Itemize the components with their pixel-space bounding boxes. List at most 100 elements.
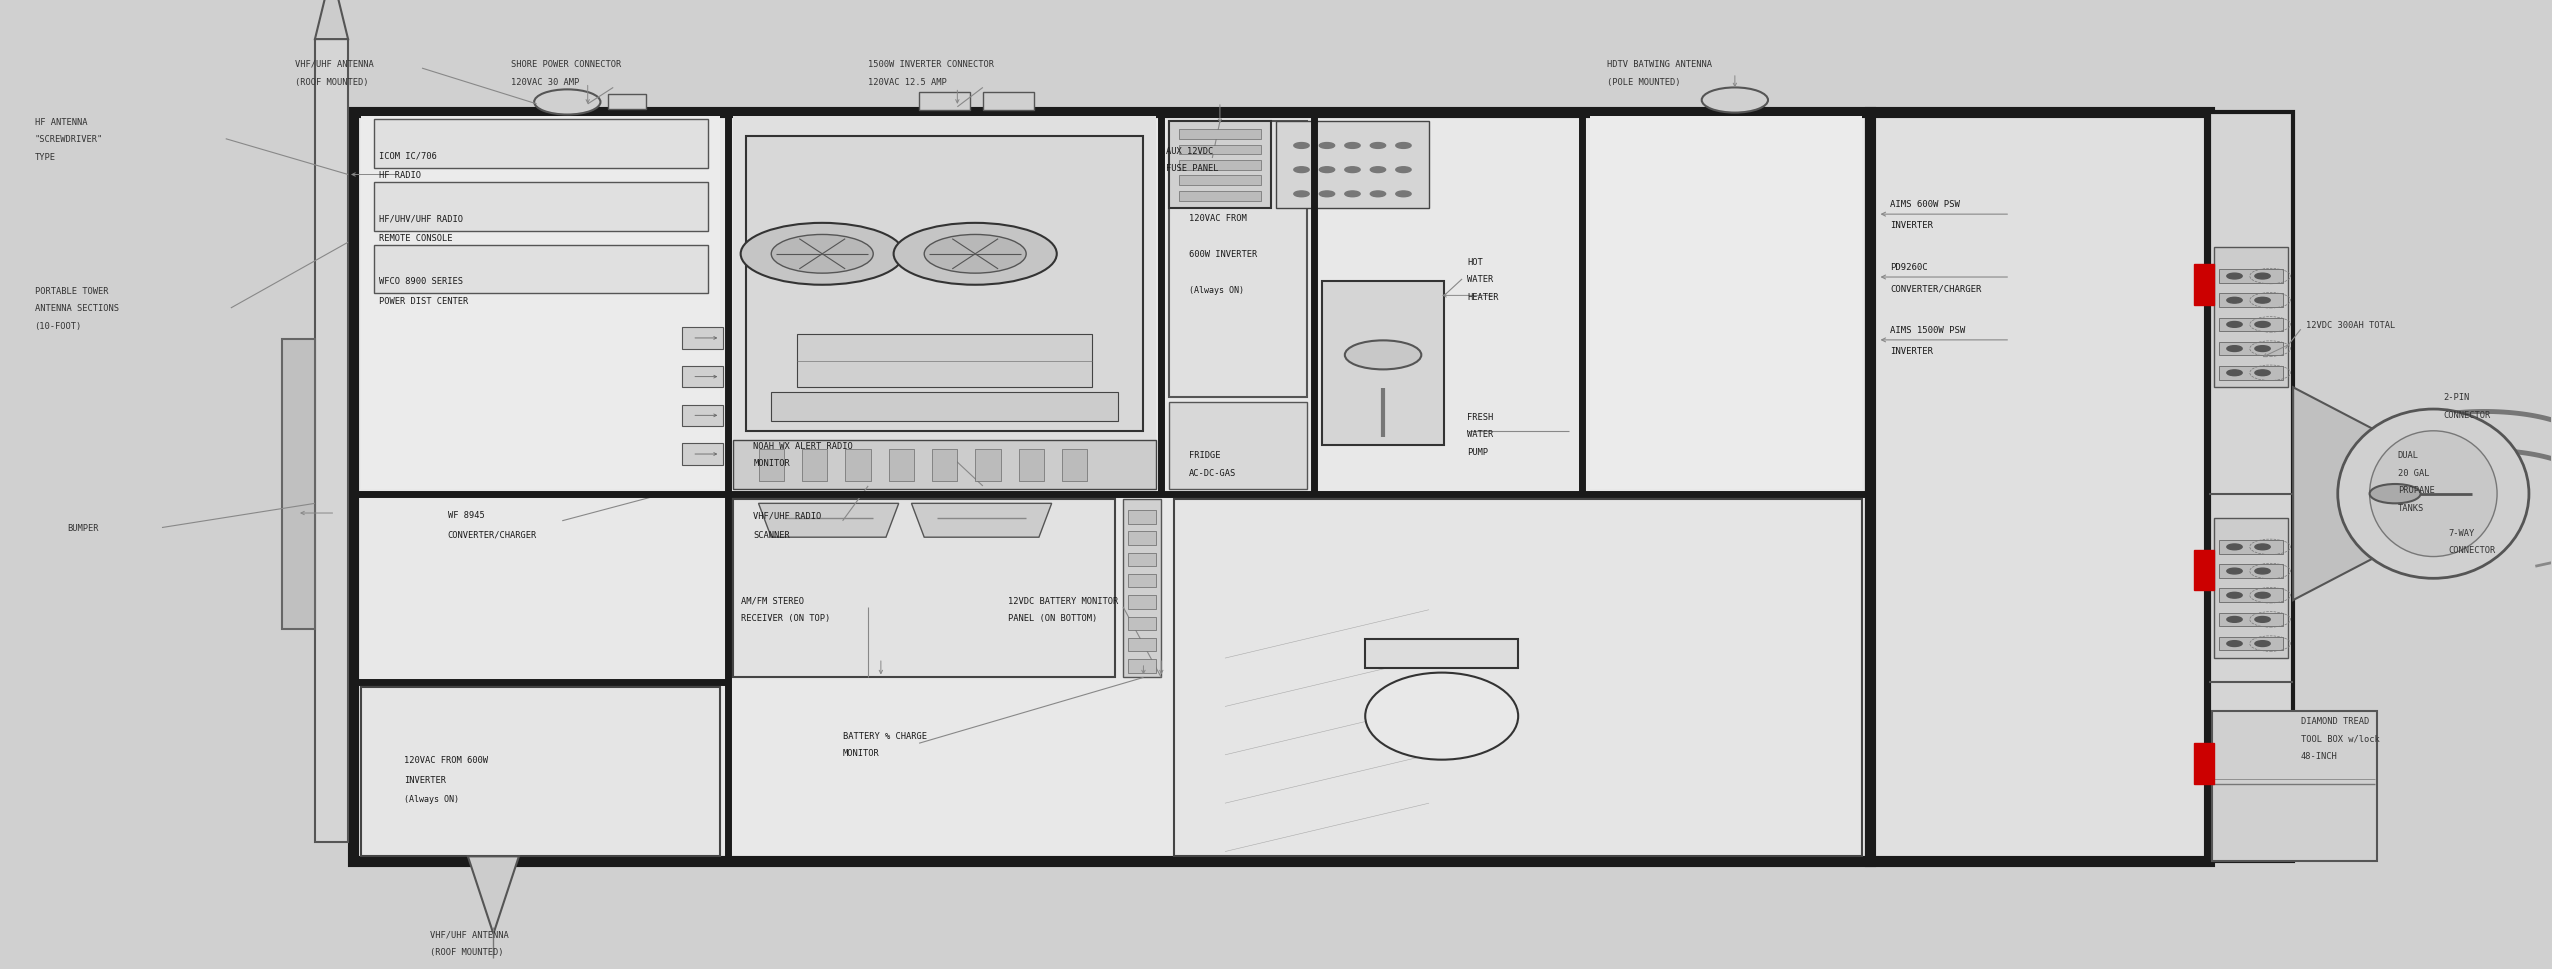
Text: AC-DC-GAS: AC-DC-GAS <box>1189 468 1238 478</box>
Bar <box>2220 589 2284 603</box>
Circle shape <box>2256 370 2271 376</box>
Bar <box>1590 117 1863 489</box>
Bar <box>983 93 1034 110</box>
Text: AIMS 600W PSW: AIMS 600W PSW <box>1891 200 1960 208</box>
Circle shape <box>1396 168 1411 173</box>
Bar <box>373 246 707 295</box>
Circle shape <box>2228 274 2243 280</box>
Bar <box>1179 130 1261 140</box>
Circle shape <box>893 224 1057 286</box>
Bar <box>2220 541 2284 554</box>
Bar <box>2210 112 2294 861</box>
Bar <box>2220 318 2284 331</box>
Text: DUAL: DUAL <box>2399 451 2419 460</box>
Bar <box>801 450 827 482</box>
Bar <box>796 334 1092 388</box>
Bar <box>2195 550 2215 591</box>
Text: (POLE MOUNTED): (POLE MOUNTED) <box>1608 78 1682 87</box>
Circle shape <box>2228 322 2243 328</box>
Text: HF/UHV/UHF RADIO: HF/UHV/UHF RADIO <box>378 214 462 223</box>
Bar <box>2220 565 2284 578</box>
Bar <box>1276 122 1429 209</box>
Bar <box>1128 511 1156 524</box>
Circle shape <box>2256 322 2271 328</box>
Text: (ROOF MOUNTED): (ROOF MOUNTED) <box>429 947 503 955</box>
Circle shape <box>2228 641 2243 647</box>
Circle shape <box>1294 143 1309 149</box>
Bar <box>681 366 722 388</box>
Ellipse shape <box>2371 431 2496 557</box>
Text: VHF/UHF ANTENNA: VHF/UHF ANTENNA <box>293 60 373 69</box>
Text: 2-PIN: 2-PIN <box>2445 393 2470 402</box>
Circle shape <box>771 235 873 274</box>
Circle shape <box>2228 298 2243 304</box>
Polygon shape <box>2294 388 2496 601</box>
Text: 12VDC BATTERY MONITOR: 12VDC BATTERY MONITOR <box>1008 596 1118 605</box>
Text: AUX 12VDC: AUX 12VDC <box>1166 146 1215 156</box>
Bar <box>745 137 1143 431</box>
Bar <box>314 40 347 842</box>
Text: NOAH WX ALERT RADIO: NOAH WX ALERT RADIO <box>753 441 852 451</box>
Text: SCANNER: SCANNER <box>753 530 791 539</box>
Circle shape <box>1345 143 1360 149</box>
Bar <box>1179 176 1261 186</box>
Circle shape <box>1319 143 1335 149</box>
Text: 20 GAL: 20 GAL <box>2399 468 2430 478</box>
Text: 120VAC FROM: 120VAC FROM <box>1189 214 1248 223</box>
Circle shape <box>1370 143 1386 149</box>
Text: 120VAC 30 AMP: 120VAC 30 AMP <box>510 78 579 87</box>
Bar <box>975 450 1000 482</box>
Circle shape <box>1396 143 1411 149</box>
Text: FUSE PANEL: FUSE PANEL <box>1166 164 1220 173</box>
Bar <box>771 392 1118 422</box>
Circle shape <box>740 224 903 286</box>
Bar <box>1322 282 1444 446</box>
Bar <box>681 405 722 426</box>
Bar <box>2220 295 2284 308</box>
Bar <box>1123 499 1161 677</box>
Bar <box>2195 743 2215 784</box>
Text: WATER: WATER <box>1467 275 1493 284</box>
Bar <box>1179 161 1261 171</box>
Bar <box>732 117 1156 489</box>
Circle shape <box>1345 341 1421 370</box>
Bar <box>1128 575 1156 588</box>
Bar <box>1128 659 1156 672</box>
Polygon shape <box>758 504 898 538</box>
Circle shape <box>2256 641 2271 647</box>
Ellipse shape <box>1365 672 1518 760</box>
Bar <box>2213 711 2378 861</box>
Text: INVERTER: INVERTER <box>1891 221 1934 230</box>
Text: INVERTER: INVERTER <box>1891 347 1934 356</box>
Bar <box>1062 450 1087 482</box>
Circle shape <box>1702 88 1769 113</box>
Circle shape <box>2228 346 2243 352</box>
Text: AIMS 1500W PSW: AIMS 1500W PSW <box>1891 326 1965 334</box>
Circle shape <box>2228 545 2243 550</box>
Text: AM/FM STEREO: AM/FM STEREO <box>740 596 804 605</box>
Text: VHF/UHF ANTENNA: VHF/UHF ANTENNA <box>429 929 508 938</box>
Bar <box>931 450 957 482</box>
Text: ANTENNA SECTIONS: ANTENNA SECTIONS <box>36 304 117 313</box>
Text: VHF/UHF RADIO: VHF/UHF RADIO <box>753 511 822 520</box>
Text: MONITOR: MONITOR <box>753 458 791 468</box>
Bar <box>1169 122 1271 209</box>
Bar <box>2215 518 2289 658</box>
Text: WF 8945: WF 8945 <box>447 511 485 520</box>
Bar <box>373 120 707 169</box>
Ellipse shape <box>2338 410 2529 578</box>
Circle shape <box>2228 569 2243 575</box>
Bar <box>1871 112 2210 861</box>
Text: TYPE: TYPE <box>36 152 56 162</box>
Text: SHORE POWER CONNECTOR: SHORE POWER CONNECTOR <box>510 60 623 69</box>
Text: HOT: HOT <box>1467 258 1483 266</box>
Text: "SCREWDRIVER": "SCREWDRIVER" <box>36 135 102 144</box>
Text: FRIDGE: FRIDGE <box>1189 451 1220 460</box>
Text: PROPANE: PROPANE <box>2399 485 2435 495</box>
Bar <box>352 112 1871 861</box>
Circle shape <box>2228 370 2243 376</box>
Text: (Always ON): (Always ON) <box>1189 286 1245 295</box>
Text: 1500W INVERTER CONNECTOR: 1500W INVERTER CONNECTOR <box>868 60 995 69</box>
Bar <box>1179 145 1261 155</box>
Bar <box>919 93 970 110</box>
